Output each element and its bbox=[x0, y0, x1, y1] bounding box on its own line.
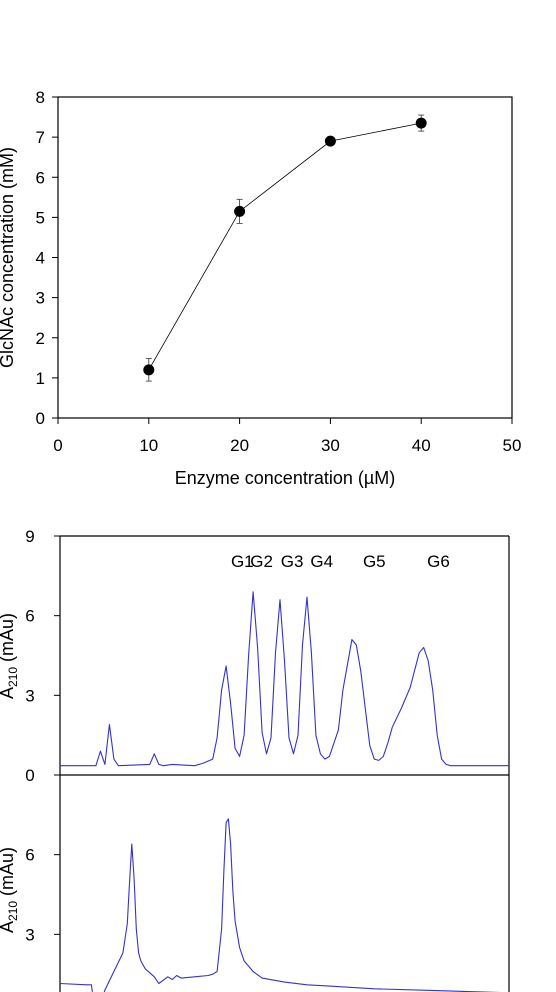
y-tick-label: 0 bbox=[36, 409, 45, 428]
y-tick-label: 8 bbox=[36, 88, 45, 107]
y-tick-label: 6 bbox=[25, 846, 34, 865]
x-axis-label: Enzyme concentration (µM) bbox=[175, 468, 395, 488]
peak-label-g6: G6 bbox=[427, 552, 450, 571]
plot-frame bbox=[58, 97, 512, 418]
chromatogram-trace bbox=[60, 819, 509, 992]
y-axis-label: A210 (mAu) bbox=[0, 613, 20, 699]
y-axis-label-main: A bbox=[0, 921, 17, 933]
y-axis-label-unit: (mAu) bbox=[0, 847, 17, 901]
y-axis-label-unit: (mAu) bbox=[0, 613, 17, 667]
y-tick-label: 5 bbox=[36, 208, 45, 227]
x-tick-label: 50 bbox=[503, 436, 522, 455]
y-axis-label: GlcNAc concentration (mM) bbox=[0, 147, 17, 368]
y-axis-label-subscript: 210 bbox=[6, 667, 20, 687]
peak-label-g3: G3 bbox=[281, 552, 304, 571]
chromatogram-sample: 3 6 A210 (mAu) bbox=[0, 775, 509, 992]
y-tick-label: 7 bbox=[36, 128, 45, 147]
y-tick-label: 6 bbox=[36, 168, 45, 187]
y-tick-label: 1 bbox=[36, 369, 45, 388]
y-tick-label: 3 bbox=[25, 686, 34, 705]
x-tick-label: 0 bbox=[53, 436, 62, 455]
data-point bbox=[143, 364, 154, 375]
glcnac-vs-enzyme-chart: 0 1 2 3 4 5 6 7 8 0 10 20 30 40 50 Enzyme concentration… bbox=[0, 88, 521, 488]
y-tick-label: 3 bbox=[25, 925, 34, 944]
x-tick-label: 20 bbox=[230, 436, 249, 455]
y-tick-label: 4 bbox=[36, 249, 45, 268]
data-point bbox=[416, 118, 427, 129]
peak-label-g2: G2 bbox=[250, 552, 273, 571]
y-tick-label: 0 bbox=[25, 766, 34, 785]
series-line bbox=[149, 123, 421, 370]
y-tick-label: 6 bbox=[25, 607, 34, 626]
data-point bbox=[234, 206, 245, 217]
y-axis-label: A210 (mAu) bbox=[0, 847, 20, 933]
y-tick-label: 9 bbox=[25, 527, 34, 546]
chromatogram-trace bbox=[60, 592, 509, 766]
y-tick-label: 2 bbox=[36, 329, 45, 348]
x-tick-label: 30 bbox=[321, 436, 340, 455]
x-tick-label: 10 bbox=[139, 436, 158, 455]
y-axis-label-subscript: 210 bbox=[6, 901, 20, 921]
x-tick-label: 40 bbox=[412, 436, 431, 455]
peak-label-g5: G5 bbox=[363, 552, 386, 571]
peak-label-g4: G4 bbox=[310, 552, 333, 571]
data-point bbox=[325, 136, 336, 147]
y-tick-label: 3 bbox=[36, 289, 45, 308]
y-axis-label-main: A bbox=[0, 687, 17, 699]
